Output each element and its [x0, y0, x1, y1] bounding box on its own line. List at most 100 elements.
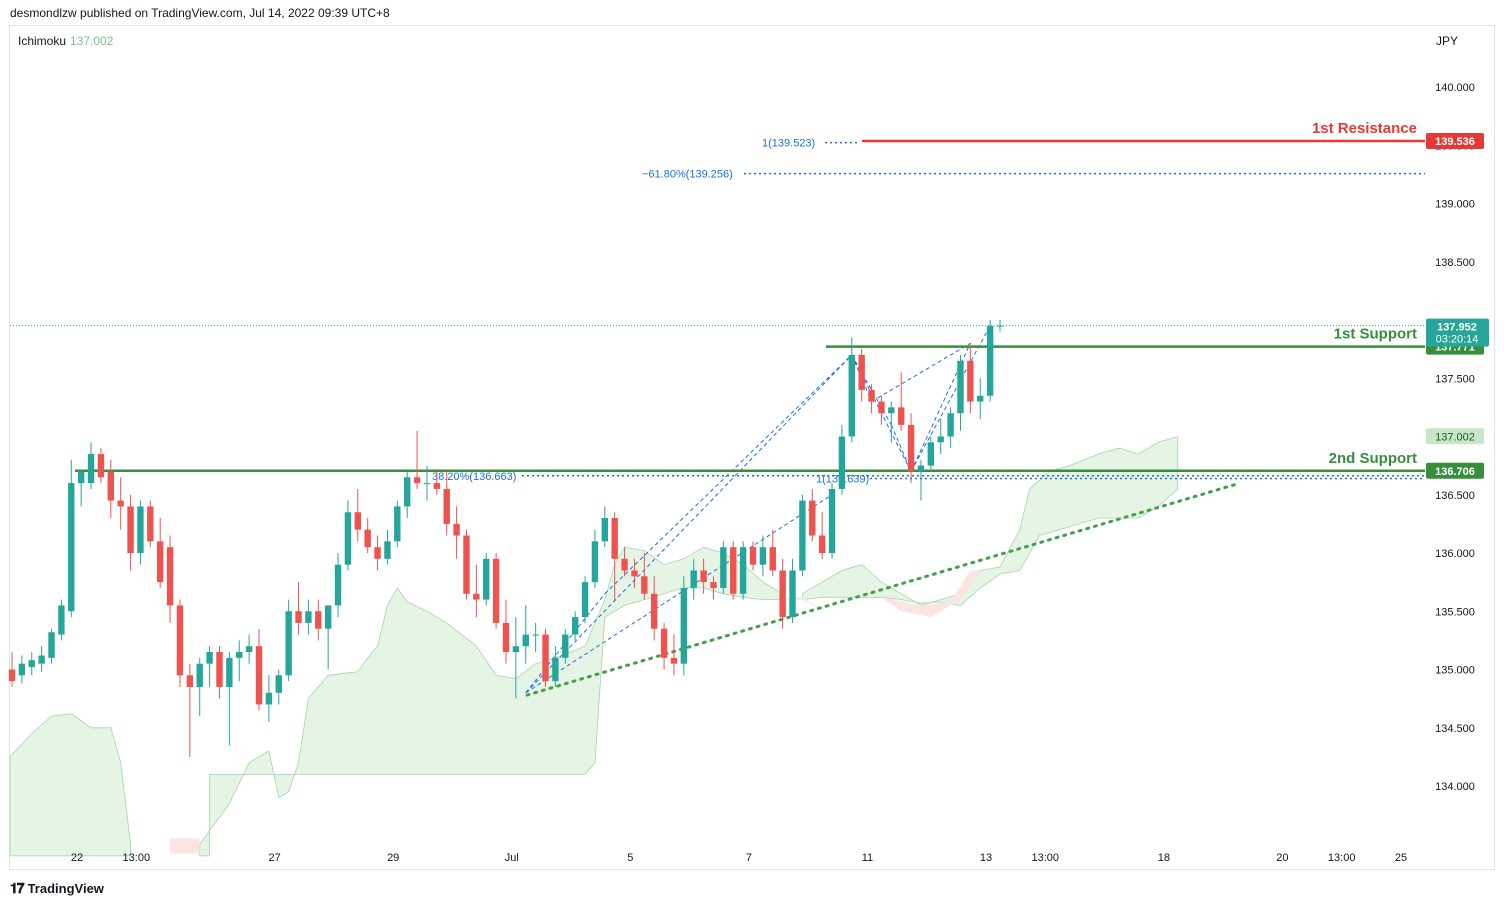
price-badges: 139.536137.771136.706137.95203:20:14137.…	[1426, 133, 1489, 479]
level-price-badge: 136.706	[1426, 462, 1484, 479]
candle	[967, 343, 974, 414]
candle	[700, 558, 707, 594]
candle-body	[443, 488, 450, 524]
candle	[779, 558, 786, 629]
candle	[463, 529, 470, 600]
candle	[937, 419, 944, 454]
x-tick-label: 13:00	[1328, 852, 1356, 864]
fib-label: 1(139.523)	[762, 138, 815, 150]
candle	[957, 354, 964, 431]
candle	[77, 471, 85, 507]
badge-text: 139.536	[1435, 136, 1475, 148]
candle	[265, 675, 273, 722]
candle-body	[828, 488, 836, 553]
candle	[394, 500, 401, 548]
candle-body	[907, 424, 915, 472]
candle	[334, 553, 342, 618]
candle	[315, 599, 322, 641]
candle-body	[957, 360, 964, 414]
candle	[305, 599, 312, 635]
badge-bg	[1426, 462, 1484, 479]
ichimoku-cloud-bull	[199, 546, 783, 857]
indicator-legend[interactable]: Ichimoku 137.002	[18, 34, 113, 48]
badge-bg	[1426, 428, 1484, 445]
candle	[858, 349, 865, 402]
candle-body	[868, 389, 875, 402]
candle-body	[97, 453, 105, 478]
candle-body	[492, 558, 500, 623]
x-tick-label: 13:00	[1032, 852, 1060, 864]
candle-body	[18, 663, 26, 676]
candle-body	[117, 500, 124, 507]
candle-body	[38, 655, 45, 664]
y-tick-label: 136.500	[1435, 490, 1475, 502]
x-tick-label: 13:00	[123, 852, 151, 864]
candle-body	[502, 622, 510, 653]
indicator-name: Ichimoku	[18, 34, 67, 48]
candle	[255, 628, 263, 711]
candle	[354, 488, 361, 542]
y-tick-label: 136.000	[1435, 548, 1475, 560]
candle-body	[147, 506, 154, 542]
candle	[720, 541, 727, 594]
ichimoku-cloud-bear	[782, 597, 823, 609]
x-tick-label: 11	[862, 852, 873, 864]
x-tick-label: Jul	[505, 852, 519, 864]
candle-body	[700, 570, 707, 583]
publish-info: desmondlzw published on TradingView.com,…	[10, 6, 390, 20]
ichimoku-cloud-bull	[802, 435, 1179, 606]
x-tick-label: 18	[1158, 852, 1170, 864]
candle	[166, 535, 174, 623]
candle-body	[394, 506, 401, 542]
ichimoku-cloud-bear	[881, 570, 981, 618]
candle	[641, 553, 648, 600]
candle-body	[888, 407, 895, 414]
candle-body	[364, 529, 371, 548]
candle	[769, 529, 776, 577]
candle-body	[68, 483, 75, 612]
candle	[749, 541, 757, 571]
candle-body	[374, 547, 381, 559]
resistance-label: 1st Resistance	[1312, 120, 1417, 137]
candle	[581, 576, 589, 623]
y-tick-label: 135.000	[1435, 665, 1475, 677]
chart-frame	[9, 25, 1495, 870]
x-tick-label: 5	[627, 852, 633, 864]
candle-body	[166, 547, 174, 606]
candle-body	[334, 564, 342, 606]
candle	[236, 640, 243, 682]
candle	[878, 395, 885, 425]
candle-body	[107, 471, 114, 501]
candle-body	[324, 605, 332, 629]
candle-body	[631, 570, 638, 577]
candle-body	[799, 500, 806, 571]
candle	[907, 413, 915, 484]
candle-body	[818, 535, 826, 553]
candle-body	[601, 518, 608, 542]
candle	[651, 576, 658, 641]
candle-body	[542, 634, 549, 682]
candle	[532, 622, 539, 653]
candle	[344, 500, 352, 571]
fib-line	[910, 343, 971, 472]
candle	[433, 469, 441, 495]
x-tick-label: 29	[387, 852, 399, 864]
candle-body	[739, 547, 747, 594]
candle	[631, 558, 638, 588]
candle-body	[127, 506, 134, 553]
candle	[977, 378, 984, 420]
fib-line	[890, 424, 912, 472]
candle	[443, 471, 450, 536]
candle-body	[730, 547, 737, 594]
candle	[216, 646, 223, 699]
candle-body	[295, 611, 302, 623]
candle-body	[571, 617, 579, 635]
tradingview-footer[interactable]: 𝟏𝟕 TradingView	[10, 880, 104, 897]
candle-body	[58, 605, 65, 635]
candle-body	[996, 325, 1004, 327]
candle-body	[354, 512, 361, 530]
candle-body	[759, 547, 767, 565]
candle	[324, 605, 332, 670]
candle-body	[186, 675, 194, 687]
